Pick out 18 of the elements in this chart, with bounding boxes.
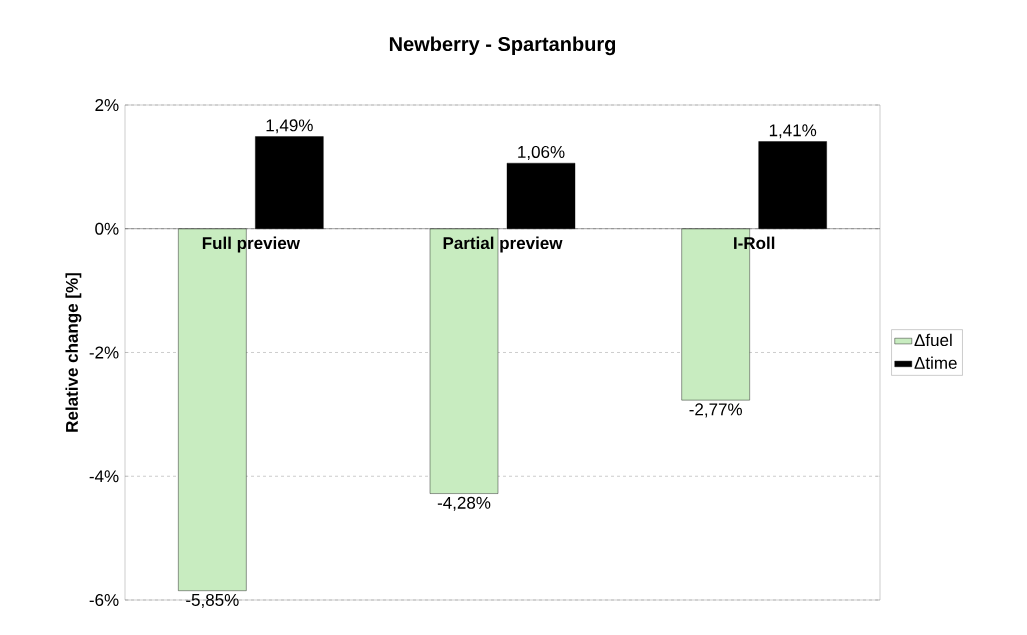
data-label: 1,06%	[518, 145, 565, 160]
data-label: 1,41%	[769, 124, 817, 139]
y-axis-title: Relative change [%]	[65, 273, 82, 432]
y-tick-label: -4%	[89, 470, 119, 483]
data-label: -5,85%	[186, 593, 239, 608]
x-tick-label: Partial preview	[443, 236, 563, 253]
chart-title: Newberry - Spartanburg	[389, 36, 616, 56]
legend-label: Δtime	[914, 356, 957, 369]
legend-label: Δfuel	[914, 333, 952, 347]
y-tick-label: -2%	[89, 346, 119, 359]
x-tick-label: I-Roll	[734, 236, 775, 250]
data-label: 1,49%	[266, 119, 313, 134]
data-label: -4,28%	[437, 496, 491, 511]
y-tick-label: 2%	[95, 99, 119, 111]
x-tick-label: Full preview	[202, 236, 300, 253]
data-label: -2,77%	[689, 403, 742, 418]
y-tick-label: 0%	[95, 222, 119, 235]
y-tick-label: -6%	[89, 593, 119, 607]
